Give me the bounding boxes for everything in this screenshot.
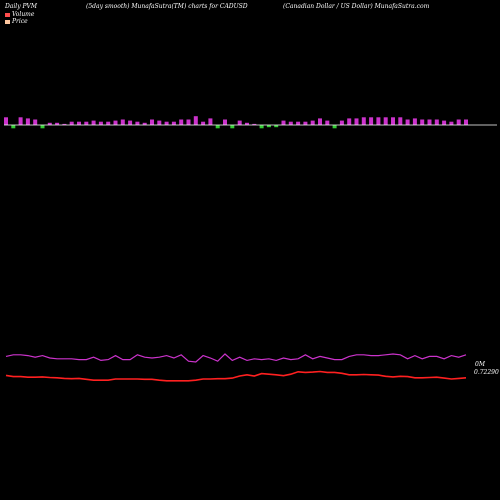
volume-bar <box>398 117 403 125</box>
volume-bar <box>77 121 81 125</box>
chart-title-right: (Canadian Dollar / US Dollar) MunafaSutr… <box>283 3 430 10</box>
volume-bar <box>69 121 74 125</box>
volume-bar <box>237 120 242 125</box>
volume-bar <box>208 118 213 125</box>
volume-bar <box>201 121 206 125</box>
volume-bar <box>135 121 140 125</box>
volume-bar <box>252 123 257 125</box>
volume-bar <box>25 118 30 125</box>
volume-bar <box>391 117 395 125</box>
legend-volume-label: Volume <box>12 11 35 18</box>
legend-volume: Volume <box>5 11 34 18</box>
volume-bar <box>55 122 60 125</box>
volume-bar <box>354 118 359 125</box>
volume-bar <box>383 117 388 125</box>
volume-bar <box>193 116 198 125</box>
volume-axis-label: 0M <box>475 361 486 368</box>
volume-bar <box>11 125 16 129</box>
volume-bar <box>310 120 315 125</box>
volume-bar <box>274 125 279 128</box>
volume-bar <box>215 125 220 129</box>
volume-bar <box>318 118 322 125</box>
volume-bar <box>303 121 308 125</box>
volume-line-series <box>5 353 467 363</box>
legend-volume-swatch <box>5 12 10 17</box>
volume-bar <box>18 117 23 125</box>
volume-bar <box>456 119 461 125</box>
volume-bar <box>281 120 286 125</box>
volume-bar <box>347 118 352 125</box>
volume-bar <box>171 121 176 125</box>
volume-bar <box>223 119 227 125</box>
volume-bar <box>164 121 169 125</box>
volume-bar <box>442 120 447 125</box>
volume-bar <box>266 125 271 128</box>
volume-bar <box>230 125 235 129</box>
volume-bar <box>361 117 366 125</box>
volume-bar <box>4 117 8 125</box>
volume-bars <box>4 116 468 129</box>
volume-bar <box>47 122 52 125</box>
price-line-series <box>5 370 467 382</box>
volume-bar <box>179 119 184 125</box>
volume-bar <box>464 119 468 125</box>
chart-title-left: Daily PVM <box>5 3 38 10</box>
volume-bar <box>113 120 118 125</box>
volume-bar <box>91 120 96 125</box>
volume-bar <box>296 121 301 125</box>
volume-bar <box>405 119 410 125</box>
volume-bar <box>40 125 45 129</box>
volume-bar <box>427 119 432 125</box>
volume-bar <box>288 121 293 125</box>
price-value-label: 0.72290 <box>474 369 499 376</box>
volume-bar <box>62 123 67 125</box>
volume-bar <box>434 119 439 125</box>
volume-bar <box>449 121 454 125</box>
volume-bar <box>259 125 264 129</box>
volume-bar <box>128 120 133 125</box>
volume-bar <box>332 125 337 129</box>
volume-bar <box>339 120 344 125</box>
volume-bar <box>412 118 417 125</box>
volume-bar <box>150 119 154 125</box>
volume-bar <box>420 119 425 125</box>
volume-bar <box>106 121 111 125</box>
volume-bar <box>120 119 125 125</box>
volume-bar <box>33 119 38 125</box>
volume-bar <box>98 121 103 125</box>
volume-bar <box>325 120 330 125</box>
volume-bar <box>84 121 89 125</box>
chart-title-middle: (5day smooth) MunafaSutra(TM) charts for… <box>86 3 248 10</box>
legend-price: Price <box>5 18 28 25</box>
legend-price-label: Price <box>12 18 28 25</box>
volume-bar <box>369 117 374 125</box>
volume-bar <box>186 119 191 125</box>
legend-price-swatch <box>5 19 10 24</box>
volume-bar <box>142 122 147 125</box>
volume-bar <box>376 117 381 125</box>
volume-bar <box>245 122 249 125</box>
volume-bar <box>157 120 162 125</box>
